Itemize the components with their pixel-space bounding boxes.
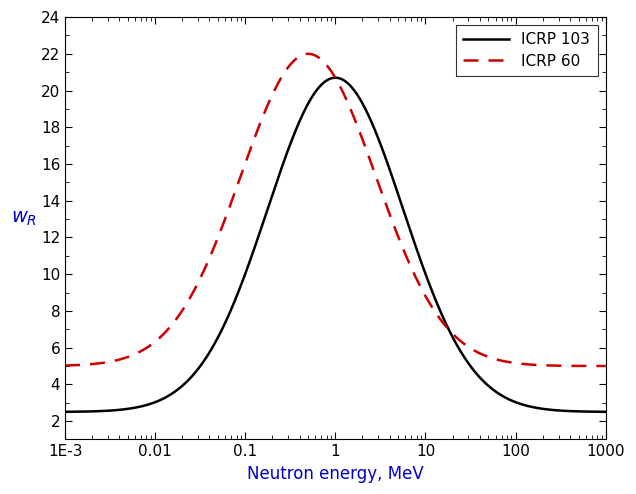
ICRP 60 bbox=[305, 51, 312, 57]
Y-axis label: $w_R$: $w_R$ bbox=[11, 209, 38, 228]
ICRP 103 bbox=[61, 409, 69, 415]
ICRP 103 bbox=[602, 409, 609, 415]
ICRP 60 bbox=[123, 354, 130, 360]
ICRP 103 bbox=[155, 398, 163, 404]
ICRP 103 bbox=[533, 405, 541, 411]
ICRP 103 bbox=[268, 192, 276, 198]
ICRP 60 bbox=[602, 363, 609, 369]
ICRP 103 bbox=[331, 75, 339, 81]
Legend: ICRP 103, ICRP 60: ICRP 103, ICRP 60 bbox=[456, 25, 598, 76]
ICRP 103 bbox=[123, 406, 130, 412]
ICRP 103 bbox=[292, 127, 300, 133]
ICRP 60 bbox=[533, 362, 541, 368]
ICRP 60 bbox=[155, 335, 163, 341]
X-axis label: Neutron energy, MeV: Neutron energy, MeV bbox=[247, 465, 424, 483]
ICRP 60 bbox=[61, 363, 69, 369]
Line: ICRP 60: ICRP 60 bbox=[65, 54, 605, 366]
Line: ICRP 103: ICRP 103 bbox=[65, 78, 605, 412]
ICRP 103 bbox=[591, 409, 599, 414]
ICRP 60 bbox=[591, 363, 599, 369]
ICRP 60 bbox=[292, 56, 300, 62]
ICRP 60 bbox=[268, 92, 276, 98]
